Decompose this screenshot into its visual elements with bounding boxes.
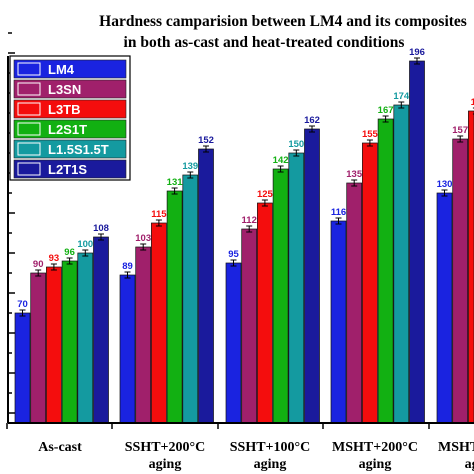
bar-l3tb-cat-2 [257, 202, 273, 424]
x-tick-label: SSHT+100°C [230, 440, 311, 455]
legend-swatch-l2s1t [13, 119, 127, 139]
data-label: 17 [471, 97, 474, 108]
data-label: 135 [346, 169, 363, 180]
bar-lm4-cat-4 [436, 192, 453, 424]
x-tick-label: aging [149, 457, 182, 472]
legend-marker [17, 122, 41, 136]
data-label: 131 [167, 177, 184, 188]
legend-marker [17, 102, 41, 116]
bar-l3sn-cat-1 [135, 246, 152, 424]
data-label: 103 [135, 233, 151, 244]
bar-l1-5s1-5t-cat-1 [182, 174, 199, 424]
legend-swatch-l2t1s [13, 159, 127, 179]
x-tick-label: aging [465, 457, 474, 472]
data-label: 162 [304, 115, 320, 126]
x-tick-label: As-cast [38, 440, 82, 455]
x-tick-label: aging [254, 457, 287, 472]
bar-l3sn-cat-2 [241, 228, 258, 424]
legend-label: LM4 [48, 62, 75, 77]
legend-swatch-l1-5s1-5t [13, 139, 127, 159]
data-label: 70 [17, 299, 28, 310]
data-label: 95 [228, 249, 239, 260]
data-label: 155 [362, 129, 379, 140]
legend-label: L3TB [48, 102, 81, 117]
bar-l2s1t-cat-3 [377, 118, 394, 424]
x-tick-labels: As-cast SSHT+200°C aging SSHT+100°C aging MSH… [38, 440, 474, 472]
data-label: 115 [151, 209, 167, 220]
x-tick-label: SSHT+200°C [125, 440, 206, 455]
legend-label: L2S1T [48, 122, 87, 137]
chart-title-line-2: in both as-cast and heat-treated conditi… [124, 34, 405, 51]
bar-l1-5s1-5t-cat-2 [288, 152, 305, 424]
legend: LM4 L3SN L3TB L2S1T L1.5S1.5T L2T1S [9, 55, 131, 181]
bar-l1-5s1-5t-cat-3 [393, 104, 410, 424]
bar-l2t1s-cat-2 [304, 128, 320, 424]
chart-title-line-1: Hardness camparision between LM4 and its… [99, 13, 467, 30]
bar-l1-5s1-5t-cat-0 [77, 252, 94, 424]
data-label: 100 [77, 239, 93, 250]
data-label: 130 [437, 179, 453, 190]
x-tick-label: aging [359, 457, 392, 472]
data-label: 108 [93, 223, 109, 234]
data-label: 174 [393, 91, 410, 102]
legend-label: L2T1S [48, 162, 87, 177]
bar-l2t1s-cat-1 [198, 148, 214, 424]
bar-l3sn-cat-4 [452, 138, 469, 424]
bar-lm4-cat-0 [14, 312, 31, 424]
bar-l3tb-cat-3 [362, 142, 378, 424]
legend-marker [17, 82, 41, 96]
x-tick-label: MSHT+100°C [438, 440, 474, 455]
data-label: 139 [182, 161, 198, 172]
legend-marker [17, 62, 41, 76]
legend-swatch-l3sn [13, 79, 127, 99]
data-label: 152 [198, 135, 214, 146]
legend-marker [17, 162, 41, 176]
data-label: 196 [409, 47, 425, 58]
bar-l3tb-cat-1 [151, 222, 167, 424]
bar-lm4-cat-1 [119, 274, 136, 424]
bar-l2s1t-cat-2 [272, 168, 289, 424]
data-label: 89 [122, 261, 133, 272]
bar-l2t1s-cat-0 [93, 236, 109, 424]
legend-marker [17, 142, 41, 156]
legend-label: L1.5S1.5T [48, 142, 109, 157]
data-label: 90 [33, 259, 44, 270]
data-label: 112 [242, 215, 257, 226]
bars-layer: 70 89 95 116 130 90 103 112 135 157 93 115 125 155 17 9… [14, 47, 474, 424]
data-label: 93 [49, 253, 60, 264]
bar-l2s1t-cat-1 [166, 190, 183, 424]
data-label: 142 [273, 155, 289, 166]
bar-l2s1t-cat-0 [61, 260, 78, 424]
data-label: 96 [64, 247, 75, 258]
bar-lm4-cat-2 [225, 262, 242, 424]
legend-label: L3SN [48, 82, 81, 97]
data-label: 157 [452, 125, 468, 136]
x-tick-label: MSHT+200°C [332, 440, 418, 455]
bar-lm4-cat-3 [330, 220, 347, 424]
data-label: 167 [378, 105, 394, 116]
axes-layer [6, 32, 474, 429]
data-label: 150 [288, 139, 304, 150]
data-label: 125 [257, 189, 274, 200]
bar-l3tb-cat-0 [46, 266, 62, 424]
bar-l3sn-cat-0 [30, 272, 47, 424]
bar-l3tb-cat-4 [468, 110, 474, 424]
legend-swatch-lm4 [13, 59, 127, 79]
bar-l2t1s-cat-3 [409, 60, 425, 424]
legend-swatch-l3tb [13, 99, 127, 119]
data-label: 116 [331, 207, 346, 218]
bar-l3sn-cat-3 [346, 182, 363, 424]
